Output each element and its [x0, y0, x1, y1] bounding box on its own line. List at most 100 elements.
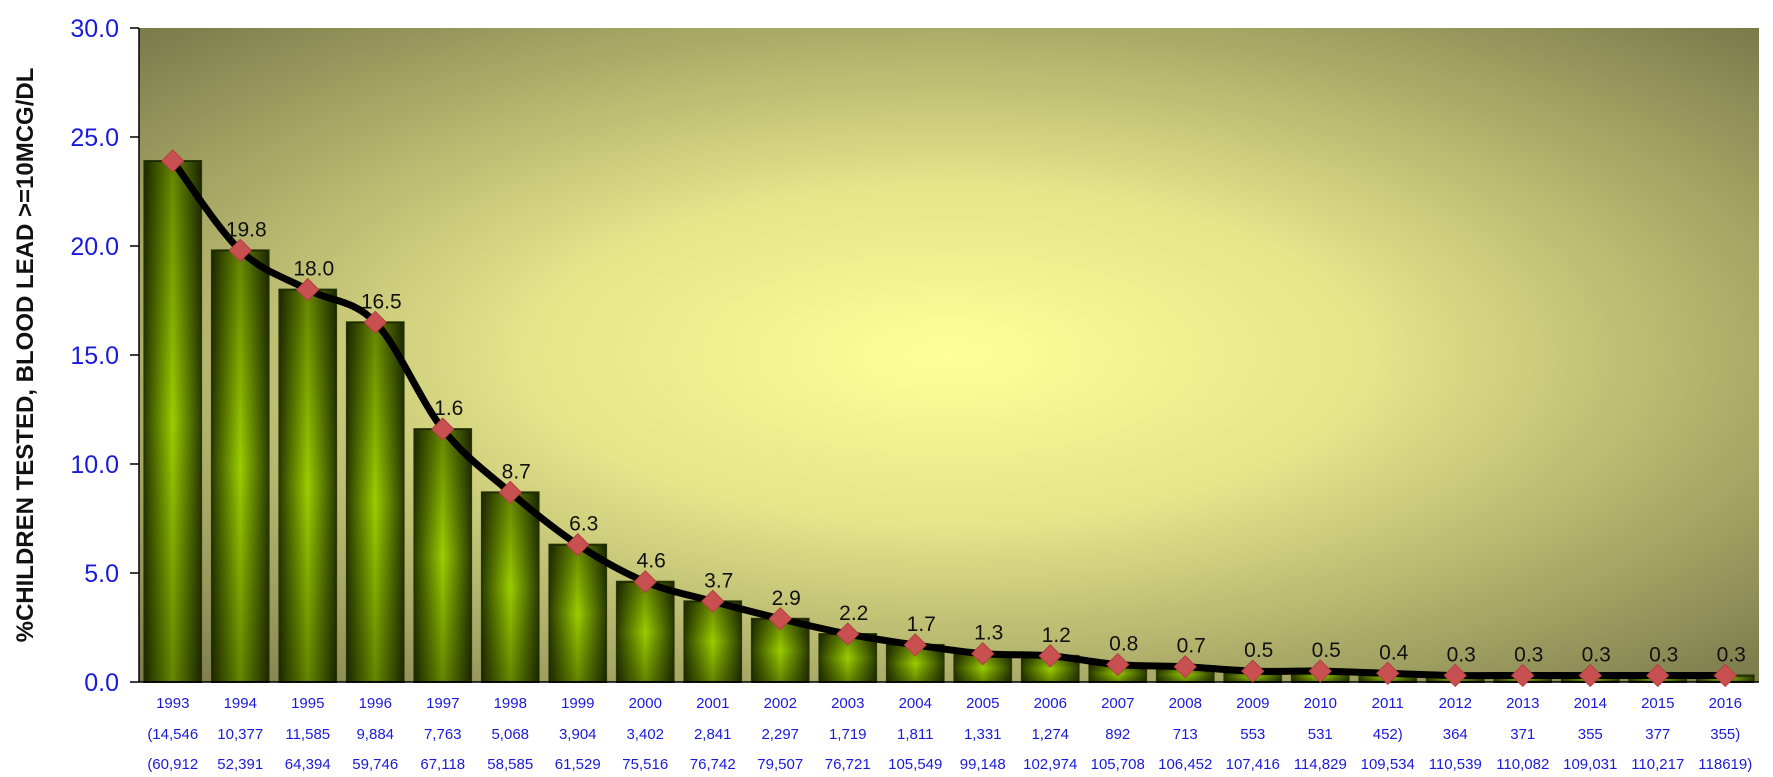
- x-label-total: 118619): [1698, 756, 1752, 773]
- x-label-count: 371: [1510, 726, 1535, 743]
- marker-1994: [228, 238, 252, 263]
- x-label-total: 110,082: [1496, 756, 1549, 773]
- x-label-count: 355: [1578, 726, 1603, 743]
- x-label-count: 531: [1308, 726, 1333, 743]
- y-tick-label: 0.0: [84, 669, 119, 697]
- marker-1993: [161, 149, 185, 173]
- x-label-year: 2005: [966, 695, 999, 712]
- x-label-count: 1,811: [897, 726, 933, 743]
- x-label-total: 105,708: [1091, 756, 1145, 773]
- x-label-total: 107,416: [1226, 756, 1280, 773]
- marker-1995: [296, 277, 320, 302]
- data-label-2004: 1.7: [907, 613, 936, 636]
- x-label-year: 2012: [1439, 695, 1472, 712]
- x-label-count: 1,274: [1031, 726, 1069, 743]
- marker-1999: [566, 532, 590, 557]
- data-label-2007: 0.8: [1109, 633, 1138, 656]
- marker-2002: [768, 607, 792, 631]
- x-label-total: 76,742: [690, 756, 736, 773]
- marker-2010: [1308, 659, 1332, 683]
- data-label-2008: 0.7: [1177, 635, 1206, 658]
- x-label-year: 2003: [831, 695, 864, 712]
- y-axis-ticks: 0.0 5.0 10.0 15.0 20.0 25.0 30.0: [70, 15, 139, 697]
- data-label-1997: 1.6: [434, 397, 463, 420]
- data-label-1994: 19.8: [226, 218, 267, 241]
- x-label-year: 1995: [291, 695, 324, 712]
- marker-2004: [903, 633, 927, 657]
- x-label-count: 713: [1173, 726, 1198, 743]
- x-label-year: 1997: [426, 695, 459, 712]
- x-label-total: 76,721: [825, 756, 871, 773]
- x-label-total: (60,912: [147, 756, 198, 773]
- x-label-count: 452): [1373, 726, 1403, 743]
- data-labels: 19.8 18.0 16.5 1.6 8.7 6.3 4.6 3.7 2.9 2.2 1.7 1.3 1…: [226, 218, 1746, 666]
- data-label-2014: 0.3: [1582, 643, 1611, 666]
- marker-2001: [701, 589, 725, 614]
- x-label-year: 2000: [629, 695, 662, 712]
- y-tick-label: 30.0: [70, 15, 119, 43]
- data-label-2013: 0.3: [1514, 643, 1543, 666]
- x-label-count: 2,297: [761, 726, 799, 743]
- x-label-total: 99,148: [960, 756, 1006, 773]
- x-label-count: 364: [1443, 726, 1468, 743]
- bar-shade-1999: [549, 544, 607, 682]
- bar-shade-1995: [279, 289, 337, 682]
- marker-1997: [431, 417, 455, 441]
- x-label-year: 2011: [1372, 695, 1404, 712]
- x-label-count: 2,841: [694, 726, 732, 743]
- y-tick-label: 10.0: [70, 451, 119, 479]
- y-axis-label: %CHILDREN TESTED, BLOOD LEAD >=10MCG/DL: [12, 68, 39, 643]
- x-label-total: 109,031: [1563, 756, 1617, 773]
- marker-2008: [1173, 655, 1197, 679]
- x-label-year: 2010: [1304, 695, 1337, 712]
- x-label-total: 79,507: [757, 756, 803, 773]
- y-tick-label: 5.0: [84, 560, 119, 588]
- x-label-total: 64,394: [285, 756, 331, 773]
- x-label-count: 10,377: [217, 726, 263, 743]
- bar-shade-1996: [346, 322, 404, 682]
- marker-2016: [1713, 663, 1737, 688]
- x-label-year: 1996: [359, 695, 392, 712]
- x-label-total: 110,217: [1631, 756, 1684, 773]
- x-label-year: 2006: [1034, 695, 1067, 712]
- x-label-count: 355): [1710, 726, 1740, 743]
- bar-shade-1997: [414, 429, 472, 682]
- data-label-2000: 4.6: [637, 550, 666, 573]
- bar-shade-1998: [481, 492, 539, 682]
- marker-2013: [1511, 663, 1535, 688]
- marker-1996: [363, 310, 387, 335]
- data-label-2002: 2.9: [772, 587, 801, 610]
- x-label-total: 61,529: [555, 756, 601, 773]
- marker-2003: [836, 622, 860, 646]
- marker-2006: [1038, 644, 1062, 668]
- bar-shade-2001: [684, 601, 742, 682]
- x-label-total: 109,534: [1361, 756, 1415, 773]
- data-label-2015: 0.3: [1649, 643, 1678, 666]
- x-label-count: 7,763: [424, 726, 462, 743]
- data-label-2011: 0.4: [1379, 641, 1409, 664]
- x-label-total: 102,974: [1023, 756, 1077, 773]
- data-label-2005: 1.3: [974, 622, 1003, 645]
- x-label-year: 2013: [1506, 695, 1539, 712]
- x-label-total: 67,118: [420, 756, 465, 773]
- x-axis-labels: 1993 (14,546 (60,912 1994 10,377 52,391 1995 11…: [147, 695, 1752, 773]
- plot-area: [139, 28, 1759, 682]
- data-label-2016: 0.3: [1717, 643, 1746, 666]
- x-label-year: 1999: [561, 695, 594, 712]
- x-label-count: 892: [1105, 726, 1130, 743]
- x-label-count: (14,546: [147, 726, 198, 743]
- x-label-year: 2015: [1641, 695, 1674, 712]
- data-label-2003: 2.2: [839, 602, 868, 625]
- marker-2012: [1443, 663, 1467, 688]
- marker-1998: [498, 480, 522, 505]
- data-label-1995: 18.0: [293, 258, 334, 281]
- y-tick-label: 25.0: [70, 124, 119, 152]
- marker-2015: [1646, 663, 1670, 688]
- y-tick-label: 20.0: [70, 233, 119, 261]
- data-label-2009: 0.5: [1244, 639, 1273, 662]
- x-label-count: 377: [1645, 726, 1670, 743]
- x-label-total: 75,516: [622, 756, 668, 773]
- x-label-count: 3,904: [559, 726, 597, 743]
- marker-2007: [1106, 652, 1130, 677]
- data-label-1996: 16.5: [361, 290, 402, 313]
